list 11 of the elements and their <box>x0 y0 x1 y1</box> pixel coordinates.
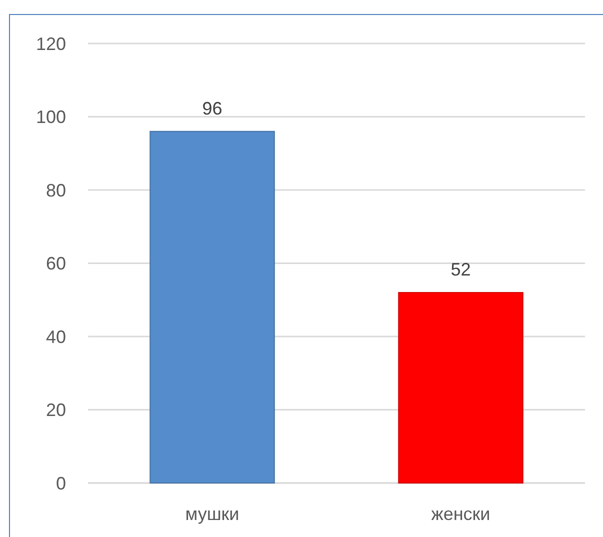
y-tick-label: 0 <box>56 473 66 494</box>
y-tick-label: 120 <box>36 34 66 54</box>
y-tick-label: 80 <box>46 180 66 200</box>
x-tick-label: женски <box>431 504 490 524</box>
y-tick-label: 40 <box>46 326 66 347</box>
y-tick-label: 100 <box>36 107 66 128</box>
y-tick-label: 60 <box>46 254 66 274</box>
data-label: 52 <box>450 260 471 280</box>
data-label: 96 <box>202 98 222 118</box>
x-tick-label: мушки <box>185 504 240 524</box>
y-tick-label: 20 <box>46 400 66 420</box>
